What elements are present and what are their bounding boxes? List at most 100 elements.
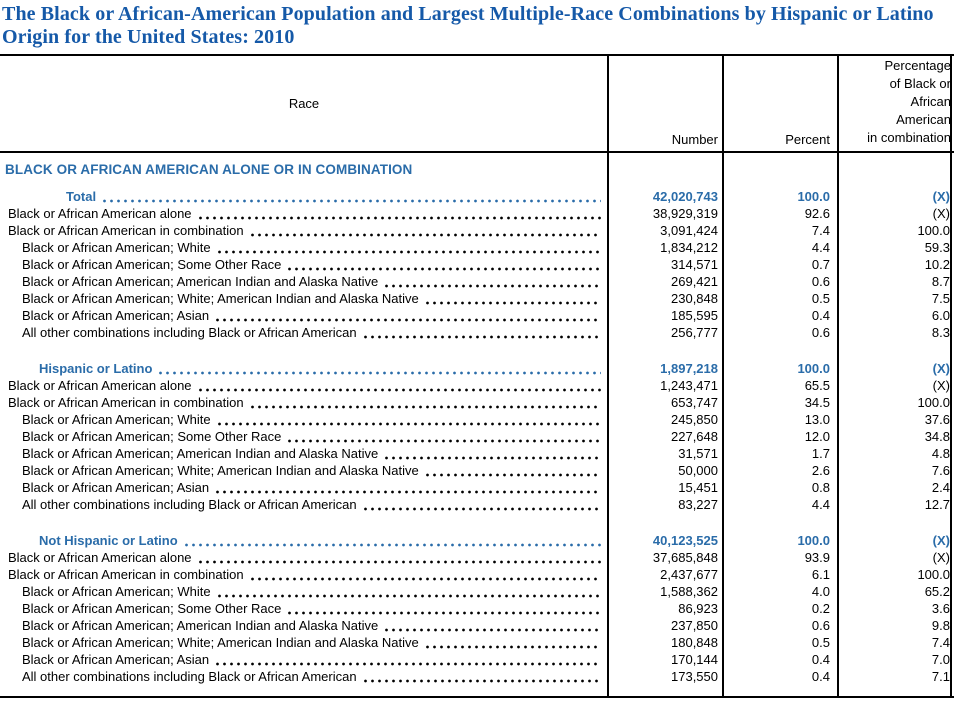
percent-value: 0.6 xyxy=(811,618,830,633)
column-header-number: Number xyxy=(671,132,718,147)
percentage-value: (X) xyxy=(932,550,950,565)
table-row: All other combinations including Black o… xyxy=(0,324,954,341)
percentage-value: 12.7 xyxy=(924,497,950,512)
race-cell: Black or African American; Some Other Ra… xyxy=(0,256,608,273)
percentage-value: (X) xyxy=(932,206,950,221)
number-value: 173,550 xyxy=(671,669,718,684)
dot-leader xyxy=(246,222,601,239)
percentage-value: 10.2 xyxy=(924,257,950,272)
dot-leader xyxy=(381,617,601,634)
percent-value: 4.0 xyxy=(811,584,830,599)
percentage-value: 65.2 xyxy=(924,584,950,599)
percent-value: 100.0 xyxy=(797,189,830,204)
race-cell: Black or African American in combination xyxy=(0,222,608,239)
number-value: 230,848 xyxy=(671,291,718,306)
percentage-value: 7.5 xyxy=(931,291,950,306)
dot-leader xyxy=(246,566,601,583)
number-value: 653,747 xyxy=(671,395,718,410)
table-group: Not Hispanic or Latino 40,123,525 100.0 … xyxy=(0,532,954,685)
dot-leader xyxy=(155,360,601,377)
number-value: 314,571 xyxy=(671,257,718,272)
dot-leader xyxy=(284,428,601,445)
column-header-percentage: Percentage of Black or African American … xyxy=(838,56,954,151)
race-label: Black or African American in combination xyxy=(8,395,244,410)
percentage-value: 34.8 xyxy=(924,429,950,444)
race-cell: All other combinations including Black o… xyxy=(0,324,608,341)
percent-value: 7.4 xyxy=(811,223,830,238)
table-row: Black or African American in combination… xyxy=(0,222,954,239)
table-row: Black or African American; Asian 185,595… xyxy=(0,307,954,324)
table-group: Hispanic or Latino 1,897,218 100.0 (X) B… xyxy=(0,360,954,513)
number-value: 185,595 xyxy=(671,308,718,323)
table-body: BLACK OR AFRICAN AMERICAN ALONE OR IN CO… xyxy=(0,153,954,696)
table-row: Black or African American; White 1,588,3… xyxy=(0,583,954,600)
percentage-value: 7.0 xyxy=(931,652,950,667)
number-value: 38,929,319 xyxy=(652,206,718,221)
percentage-value: 100.0 xyxy=(917,395,950,410)
column-header-percentage-line: Percentage xyxy=(884,58,952,73)
percent-value: 1.7 xyxy=(811,446,830,461)
race-label: Black or African American; Asian xyxy=(22,308,210,323)
number-value: 237,850 xyxy=(671,618,718,633)
dot-leader xyxy=(284,256,601,273)
race-cell: Black or African American; Some Other Ra… xyxy=(0,428,608,445)
race-cell: Black or African American; American Indi… xyxy=(0,273,608,290)
number-value: 40,123,525 xyxy=(652,533,718,548)
dot-leader xyxy=(213,411,601,428)
percent-value: 4.4 xyxy=(811,497,830,512)
section-heading: BLACK OR AFRICAN AMERICAN ALONE OR IN CO… xyxy=(5,162,413,177)
table-row: Black or African American; Some Other Ra… xyxy=(0,428,954,445)
table-row: Black or African American; White; Americ… xyxy=(0,634,954,651)
table-group: Total 42,020,743 100.0 (X) Black or Afri… xyxy=(0,188,954,341)
race-label: All other combinations including Black o… xyxy=(22,497,357,512)
race-cell: Black or African American; White; Americ… xyxy=(0,634,608,651)
percentage-value: 100.0 xyxy=(917,567,950,582)
page-title: The Black or African-American Population… xyxy=(2,3,934,48)
percentage-value: 6.0 xyxy=(931,308,950,323)
column-header-race: Race xyxy=(288,96,320,111)
percentage-value: 8.3 xyxy=(931,325,950,340)
dot-leader xyxy=(213,239,601,256)
dot-leader xyxy=(180,532,601,549)
race-label: Black or African American; Some Other Ra… xyxy=(22,601,282,616)
number-value: 1,834,212 xyxy=(660,240,718,255)
column-divider xyxy=(837,56,839,696)
percentage-value: 3.6 xyxy=(931,601,950,616)
table-row: Black or African American; White; Americ… xyxy=(0,290,954,307)
race-label: Black or African American; American Indi… xyxy=(22,618,379,633)
race-label: Black or African American; White; Americ… xyxy=(22,463,419,478)
percent-value: 4.4 xyxy=(811,240,830,255)
column-header-percentage-line: of Black or xyxy=(889,76,951,91)
race-cell: Not Hispanic or Latino xyxy=(0,532,608,549)
percentage-value: (X) xyxy=(932,189,950,204)
dot-leader xyxy=(359,324,601,341)
dot-leader xyxy=(421,462,601,479)
race-cell: Black or African American; White xyxy=(0,411,608,428)
race-label: Black or African American; Asian xyxy=(22,480,210,495)
dot-leader xyxy=(381,445,601,462)
dot-leader xyxy=(194,205,601,222)
percent-value: 13.0 xyxy=(804,412,830,427)
race-cell: Black or African American; Asian xyxy=(0,651,608,668)
race-cell: Black or African American; American Indi… xyxy=(0,445,608,462)
table-header: Race Number Percent Percentage of Black … xyxy=(0,56,954,153)
percentage-value: 9.8 xyxy=(931,618,950,633)
table-row: Black or African American; American Indi… xyxy=(0,617,954,634)
table-row: Black or African American; White 245,850… xyxy=(0,411,954,428)
number-value: 1,588,362 xyxy=(660,584,718,599)
percent-value: 34.5 xyxy=(804,395,830,410)
percentage-value: 100.0 xyxy=(917,223,950,238)
column-divider xyxy=(722,56,724,696)
number-value: 15,451 xyxy=(678,480,718,495)
dot-leader xyxy=(421,290,601,307)
number-value: 3,091,424 xyxy=(660,223,718,238)
race-cell: Black or African American; Asian xyxy=(0,307,608,324)
table-row: Hispanic or Latino 1,897,218 100.0 (X) xyxy=(0,360,954,377)
dot-leader xyxy=(212,479,601,496)
column-header-percent: Percent xyxy=(785,132,830,147)
race-label: Black or African American; Some Other Ra… xyxy=(22,257,282,272)
number-value: 50,000 xyxy=(678,463,718,478)
column-header-percentage-line: American xyxy=(896,112,951,127)
race-cell: Total xyxy=(0,188,608,205)
number-value: 83,227 xyxy=(678,497,718,512)
